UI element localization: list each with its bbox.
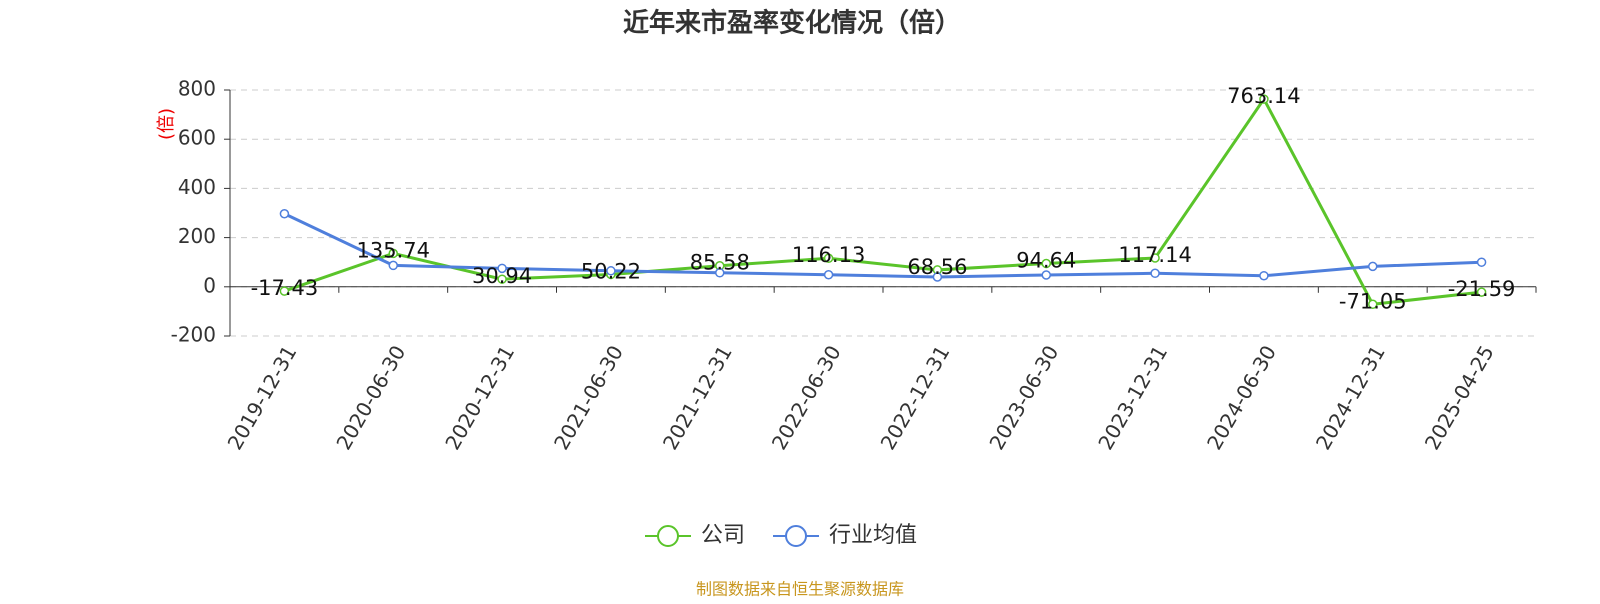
y-tick-label: 200 (178, 224, 216, 248)
legend-marker (657, 525, 679, 547)
data-point (1041, 270, 1051, 280)
data-point (1368, 261, 1378, 272)
x-tick-label: 2024-06-30 (1202, 341, 1281, 454)
x-tick-label: 2019-12-31 (223, 341, 302, 454)
data-label: 50.22 (581, 259, 641, 283)
x-tick-label: 2025-04-25 (1420, 341, 1499, 454)
data-point (1476, 287, 1487, 297)
data-point (932, 272, 943, 282)
data-point (1476, 257, 1487, 267)
data-point (823, 253, 834, 263)
data-label: 85.58 (690, 251, 750, 275)
x-tick-label: 2023-06-30 (984, 341, 1063, 454)
y-axis-label: (倍) (156, 108, 177, 140)
y-tick-label: 0 (203, 273, 216, 297)
data-label: -71.05 (1339, 289, 1407, 313)
data-point (1150, 253, 1160, 263)
data-label: 94.64 (1016, 249, 1076, 273)
legend-label: 行业均值 (829, 523, 917, 548)
data-point (823, 269, 834, 280)
data-label: 68.56 (907, 255, 967, 279)
legend-marker (785, 525, 808, 547)
data-point (497, 274, 507, 284)
data-point (1259, 270, 1269, 281)
data-point (606, 266, 616, 276)
data-point (388, 260, 398, 271)
data-label: 116.13 (792, 243, 865, 267)
y-tick-label: 400 (178, 175, 216, 199)
data-point (388, 248, 398, 259)
x-tick-label: 2022-12-31 (876, 341, 955, 454)
y-tick-label: 600 (178, 126, 216, 150)
legend-label: 公司 (701, 523, 745, 548)
data-label: -21.59 (1448, 277, 1516, 301)
series-line (283, 96, 1482, 306)
data-label: 117.14 (1118, 243, 1191, 267)
y-tick-label: -200 (171, 323, 216, 347)
data-point (1259, 94, 1269, 104)
chart-title: 近年来市盈率变化情况（倍） (623, 8, 961, 39)
data-point (1041, 258, 1051, 269)
data-point (715, 268, 725, 278)
legend-item[interactable]: 行业均值 (773, 523, 917, 548)
x-tick-label: 2021-12-31 (658, 341, 737, 454)
x-tick-label: 2020-12-31 (440, 341, 519, 454)
data-point (279, 208, 290, 219)
x-tick-label: 2024-12-31 (1311, 341, 1390, 454)
x-tick-label: 2020-06-30 (331, 341, 410, 454)
source-note: 制图数据来自恒生聚源数据库 (696, 580, 904, 599)
data-point (497, 263, 507, 274)
x-tick-label: 2023-12-31 (1093, 341, 1172, 454)
x-tick-label: 2022-06-30 (767, 341, 846, 454)
x-tick-label: 2021-06-30 (549, 341, 628, 454)
data-label: 135.74 (357, 238, 430, 262)
data-label: 30.94 (472, 264, 532, 288)
legend-item[interactable]: 公司 (645, 523, 745, 548)
data-point (1150, 268, 1160, 279)
data-point (279, 286, 290, 296)
data-label: -17.43 (251, 276, 319, 300)
data-label: 763.14 (1227, 84, 1300, 108)
series-line (283, 212, 1482, 279)
data-point (1368, 299, 1378, 310)
y-tick-label: 800 (178, 77, 216, 101)
